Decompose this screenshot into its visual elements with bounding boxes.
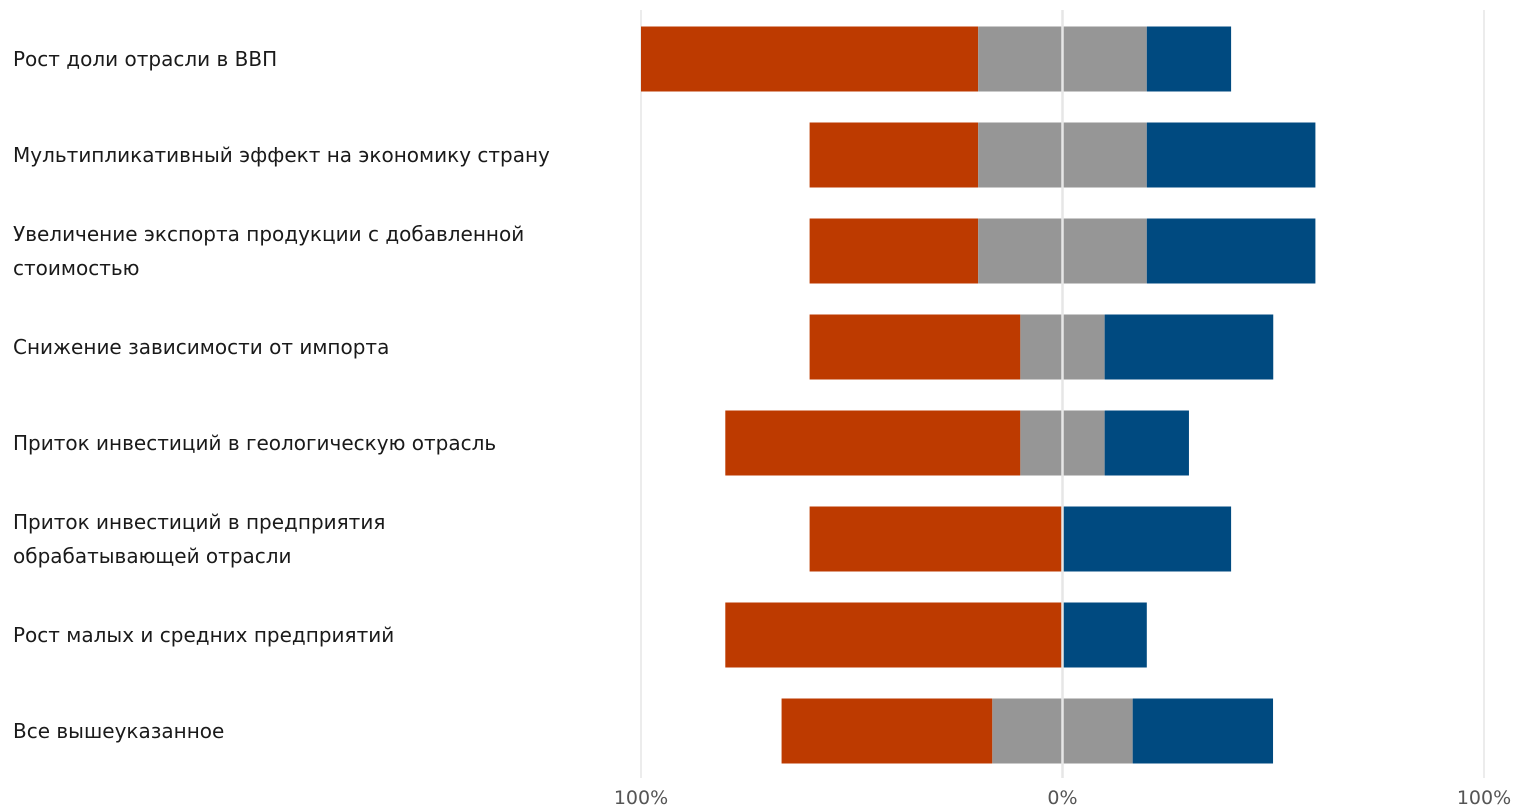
category-label: Все вышеуказанное <box>13 719 224 743</box>
bar-positive <box>1146 122 1316 188</box>
bar-negative <box>809 314 1021 380</box>
x-tick-label: 100% <box>614 787 668 809</box>
bar-negative <box>809 122 979 188</box>
category-label: Мультипликативный эффект на экономику ст… <box>13 143 550 167</box>
category-label: Приток инвестиций в предприятия обрабатыв… <box>13 510 385 568</box>
bar-negative <box>725 410 1021 476</box>
x-tick-label: 100% <box>1457 787 1511 809</box>
bar-positive <box>1104 410 1189 476</box>
bar-negative <box>809 506 1063 572</box>
category-labels: Рост доли отрасли в ВВП Мультипликативный… <box>13 47 550 743</box>
bar-positive <box>1146 26 1232 92</box>
bar-negative <box>781 698 993 764</box>
x-axis-ticks: 100% 0% 100% <box>614 787 1511 809</box>
bars <box>641 26 1316 764</box>
x-tick-label: 0% <box>1047 787 1077 809</box>
bar-positive <box>1132 698 1274 764</box>
category-label: Рост доли отрасли в ВВП <box>13 47 277 71</box>
bar-positive <box>1146 218 1316 284</box>
grid-lines <box>640 10 1485 778</box>
bar-positive <box>1104 314 1274 380</box>
category-label: Снижение зависимости от импорта <box>13 335 389 359</box>
category-label: Рост малых и средних предприятий <box>13 623 394 647</box>
category-label: Увеличение экспорта продукции с добавлен… <box>13 222 524 280</box>
bar-negative <box>641 26 979 92</box>
bar-negative <box>725 602 1063 668</box>
bar-negative <box>809 218 979 284</box>
category-label: Приток инвестиций в геологическую отрасл… <box>13 431 496 455</box>
bar-positive <box>1062 506 1232 572</box>
bar-positive <box>1062 602 1147 668</box>
